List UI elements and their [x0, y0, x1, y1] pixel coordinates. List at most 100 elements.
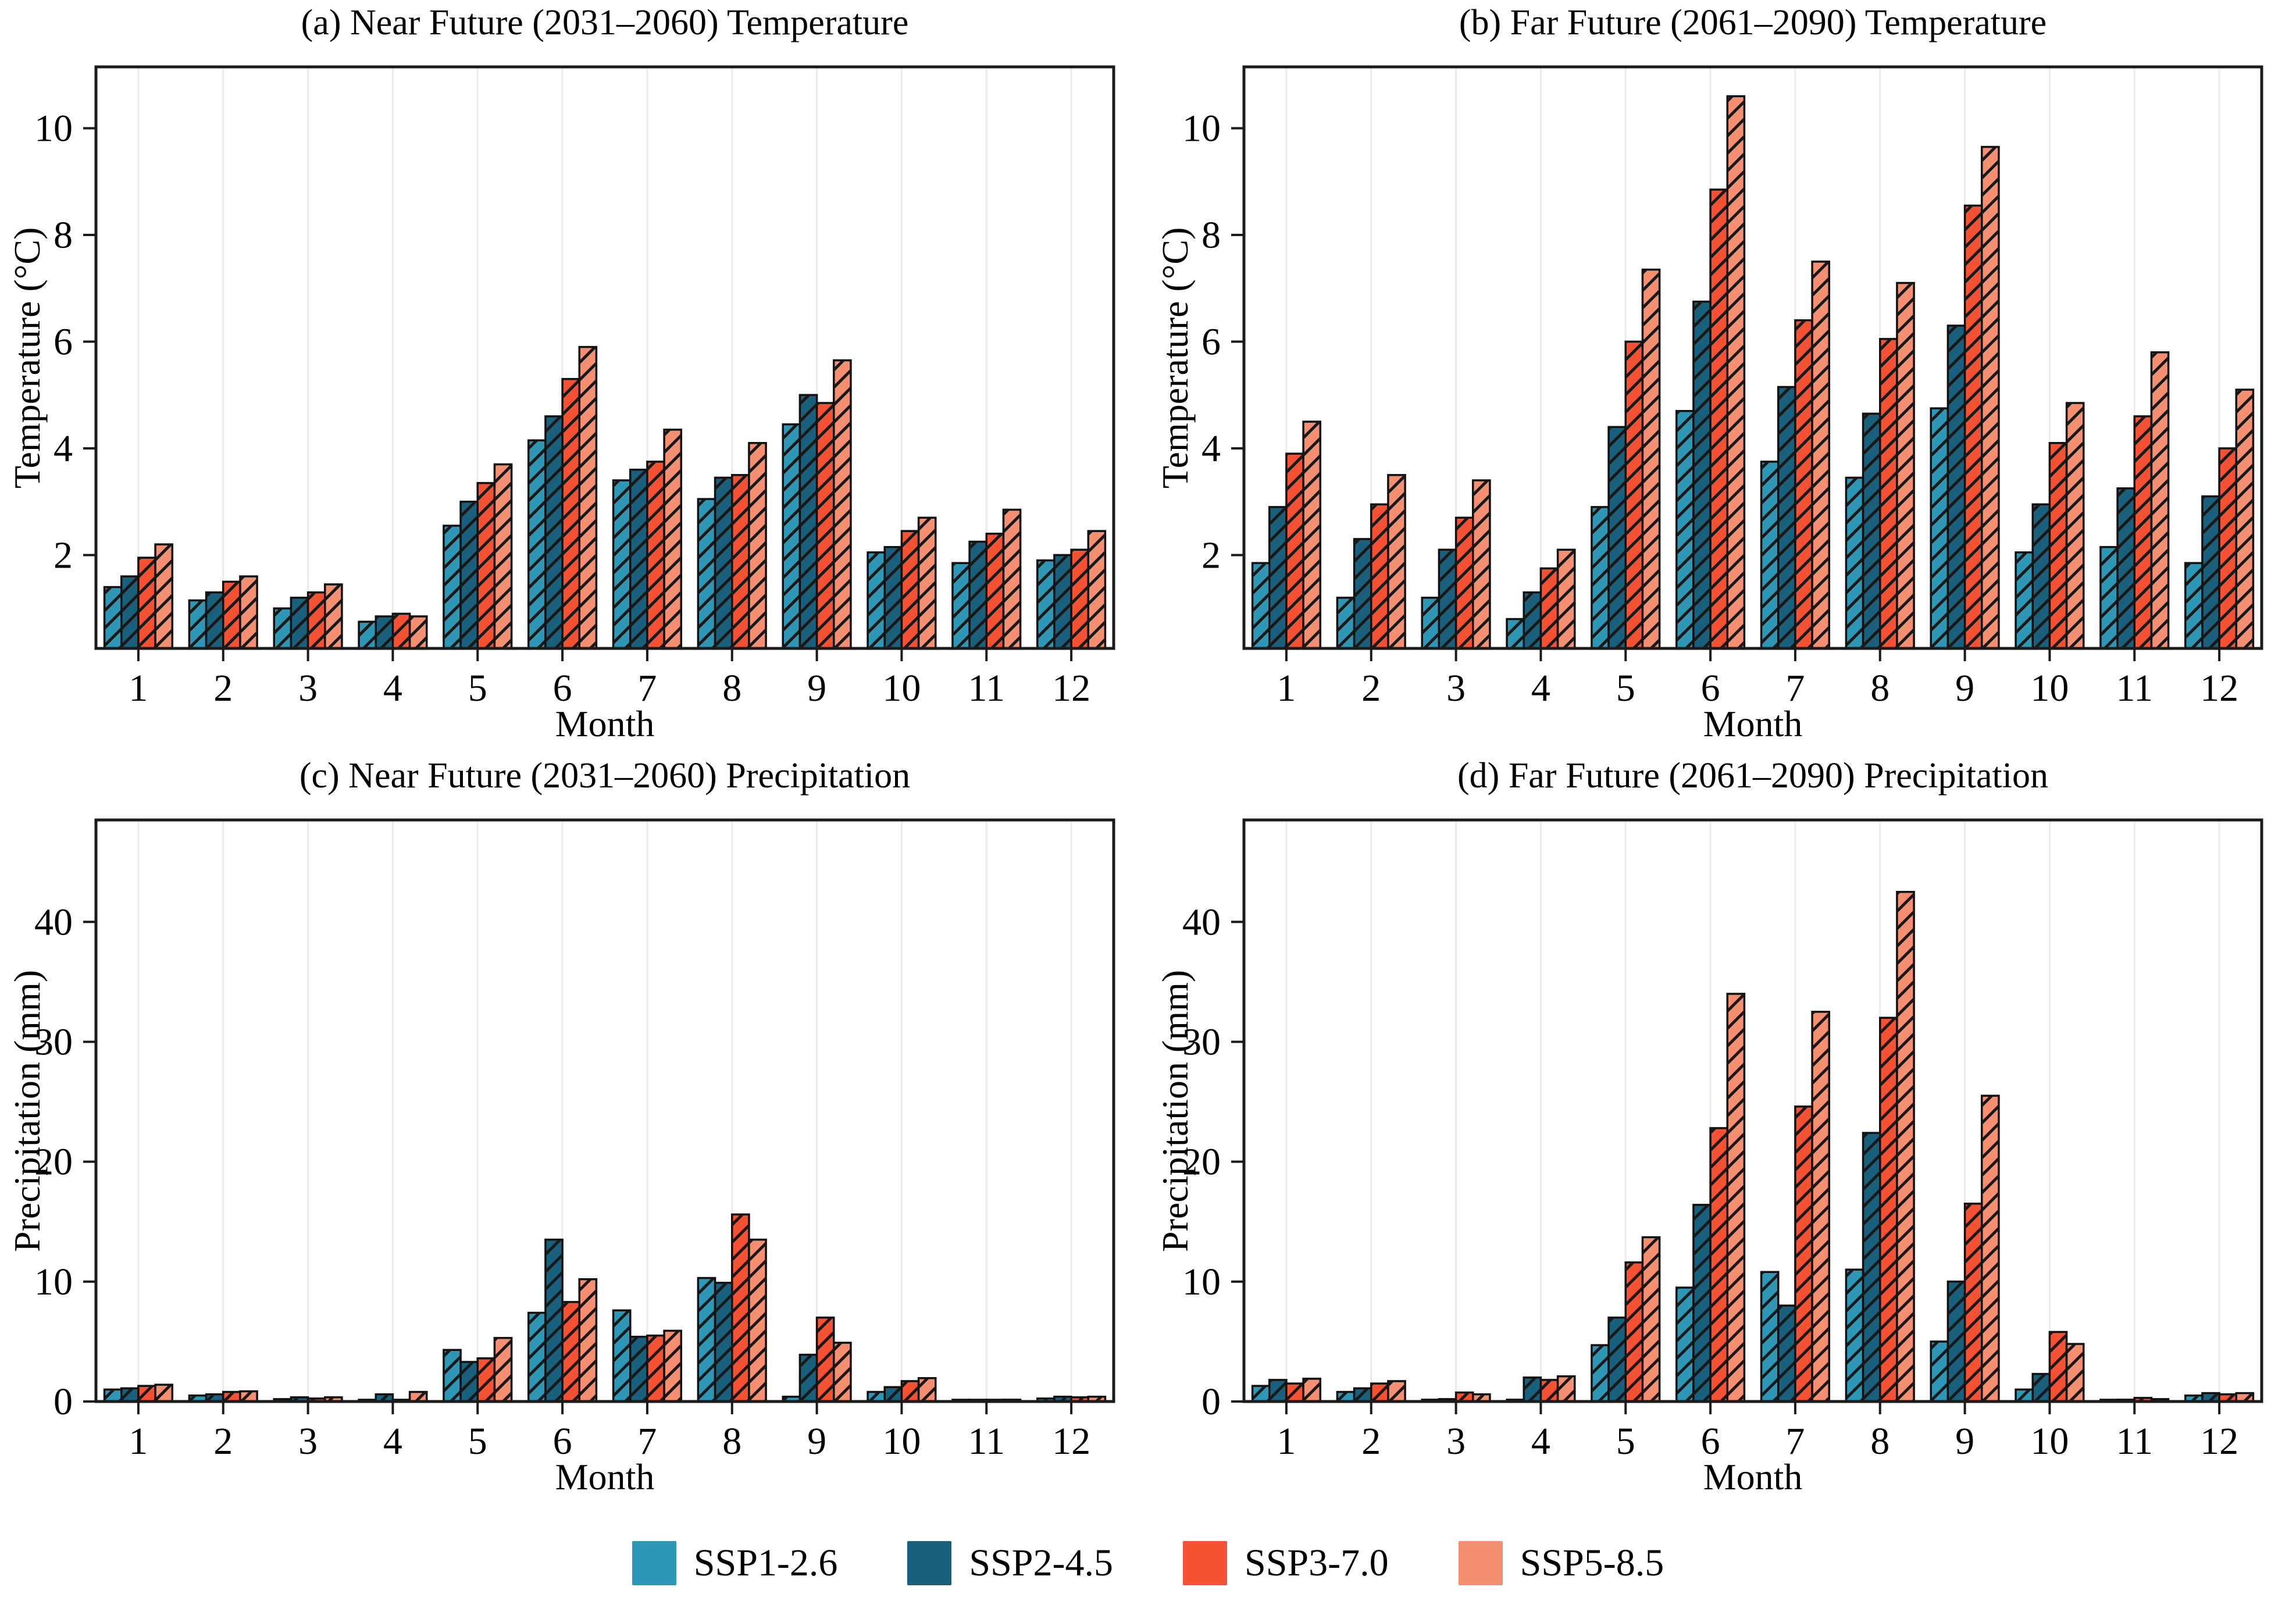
bar-hatch	[2202, 496, 2220, 648]
bar-hatch	[1896, 891, 1914, 1402]
legend-item-ssp2: SSP2-4.5	[907, 1541, 1113, 1585]
x-tick-label: 11	[2116, 667, 2153, 709]
bar-hatch	[2100, 547, 2118, 648]
bar-hatch	[206, 592, 223, 648]
bar-hatch	[1037, 560, 1054, 648]
bar-hatch	[918, 1378, 936, 1402]
bar-hatch	[833, 1342, 851, 1402]
bar-hatch	[817, 402, 834, 648]
bar-hatch	[1054, 1396, 1072, 1402]
y-tick-label: 10	[34, 108, 73, 150]
bar-hatch	[206, 1394, 223, 1402]
plot-frame	[1242, 818, 2263, 1403]
bar-hatch	[1846, 1269, 1863, 1402]
bar-hatch	[1948, 325, 1965, 648]
bar-hatch	[901, 531, 919, 648]
bar-hatch	[477, 1358, 495, 1402]
x-tick-label: 8	[1870, 1420, 1889, 1463]
y-axis-ticks: 0 10 20 30 40	[1182, 901, 1244, 1423]
bars-layer	[1251, 95, 2255, 650]
x-axis-ticks: 1 2 3 4 5 6 7 8 9 10 11 12	[129, 1402, 1090, 1463]
bar-hatch	[1965, 1203, 1982, 1402]
bar-hatch	[800, 1354, 817, 1402]
x-tick-label: 12	[1052, 1420, 1090, 1463]
x-tick-label: 12	[1052, 667, 1090, 709]
panel-b-x-axis-label: Month	[1703, 703, 1803, 744]
x-tick-label: 4	[383, 667, 402, 709]
bar-hatch	[528, 440, 546, 648]
bar-hatch	[409, 1392, 427, 1402]
bar-hatch	[494, 464, 512, 648]
bar-hatch	[1303, 1378, 1321, 1402]
bar-hatch	[647, 1335, 665, 1402]
bar-hatch	[1981, 147, 1999, 648]
bar-hatch	[359, 622, 376, 648]
x-tick-label: 8	[722, 1420, 741, 1463]
x-tick-label: 5	[1616, 1420, 1635, 1463]
bar-hatch	[986, 533, 1004, 648]
y-tick-label: 8	[1202, 214, 1221, 256]
bar-hatch	[223, 1392, 240, 1402]
bar-hatch	[155, 1385, 173, 1402]
bar-hatch	[2016, 1389, 2033, 1402]
x-tick-label: 4	[1531, 1420, 1550, 1463]
bar-hatch	[291, 1397, 308, 1402]
bar-hatch	[1676, 1288, 1694, 1402]
bar-hatch	[1456, 1392, 1473, 1402]
bar-hatch	[1388, 475, 1406, 648]
y-tick-label: 6	[54, 320, 73, 363]
bar-hatch	[477, 483, 495, 648]
x-tick-label: 6	[1701, 1420, 1720, 1463]
legend-label-ssp3: SSP3-7.0	[1245, 1542, 1389, 1584]
x-axis-ticks: 1 2 3 4 5 6 7 8 9 10 11 12	[129, 648, 1090, 709]
bar-hatch	[1252, 1386, 1270, 1402]
gridlines-layer	[137, 820, 1072, 1402]
bar-hatch	[1609, 427, 1626, 648]
bar-hatch	[783, 1396, 800, 1402]
x-tick-label: 5	[1616, 667, 1635, 709]
x-tick-label: 12	[2200, 667, 2238, 709]
bar-hatch	[1591, 507, 1609, 648]
x-tick-label: 1	[1277, 667, 1296, 709]
bar-hatch	[138, 558, 156, 648]
x-tick-label: 7	[1785, 667, 1805, 709]
bar-hatch	[1676, 411, 1694, 648]
bar-hatch	[1371, 504, 1388, 648]
y-tick-label: 40	[34, 901, 73, 943]
legend-item-ssp3: SSP3-7.0	[1183, 1541, 1389, 1585]
bar-hatch	[240, 1391, 258, 1402]
x-tick-label: 9	[807, 667, 826, 709]
bar-hatch	[291, 597, 308, 648]
bar-hatch	[1269, 1379, 1286, 1402]
legend: SSP1-2.6 SSP2-4.5 SSP3-7.0 SSP5-8.5	[0, 1517, 2296, 1610]
plot-frame	[94, 818, 1115, 1403]
x-tick-label: 12	[2200, 1420, 2238, 1463]
bar-hatch	[664, 429, 682, 648]
bar-hatch	[817, 1317, 834, 1402]
bar-hatch	[1931, 408, 1948, 648]
bar-hatch	[1473, 480, 1490, 648]
bar-hatch	[494, 1338, 512, 1402]
bar-hatch	[2016, 552, 2033, 648]
bar-hatch	[1037, 1398, 1054, 1402]
bar-hatch	[1795, 1106, 1813, 1402]
bar-hatch	[698, 499, 715, 648]
panel-d-title: (d) Far Future (2061–2090) Precipitation	[1457, 756, 2048, 796]
panel-c-x-axis-label: Month	[555, 1456, 655, 1497]
bar-hatch	[1948, 1281, 1965, 1402]
bar-hatch	[1812, 261, 1830, 648]
bar-hatch	[545, 416, 563, 648]
bar-hatch	[1354, 539, 1371, 648]
x-tick-label: 2	[213, 1420, 233, 1463]
bar-hatch	[528, 1313, 546, 1402]
bars-layer	[1251, 890, 2255, 1403]
bar-hatch	[1609, 1317, 1626, 1402]
bar-hatch	[732, 475, 749, 648]
bar-hatch	[918, 518, 936, 648]
bar-hatch	[1880, 1018, 1897, 1402]
legend-label-ssp5: SSP5-8.5	[1520, 1542, 1664, 1584]
